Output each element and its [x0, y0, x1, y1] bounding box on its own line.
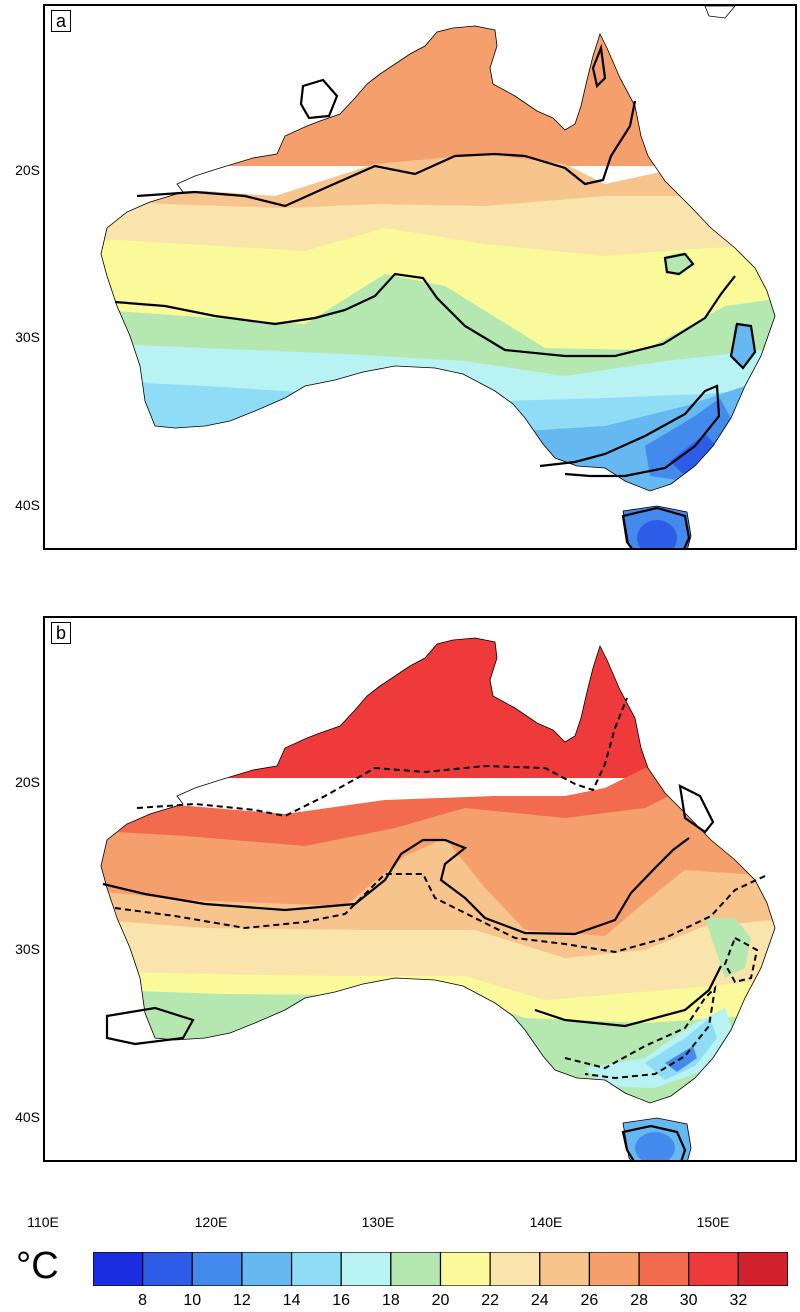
contour-lines-a: [114, 43, 757, 548]
lon-tick-label: 150E: [696, 1214, 730, 1230]
colorbar-tick-label: 32: [729, 1292, 748, 1309]
contour-lines-b: [102, 784, 722, 1160]
colorbar-swatch: [489, 1252, 541, 1286]
colorbar-swatch: [737, 1252, 788, 1286]
colorbar-swatch: [439, 1252, 491, 1286]
colorbar-swatch: [142, 1252, 193, 1286]
colorbar-tick-label: 18: [381, 1292, 400, 1309]
colorbar: [93, 1252, 788, 1286]
temperature-map-b: [100, 637, 776, 1160]
colorbar-swatch: [539, 1252, 591, 1286]
lat-tick-label: 40S: [15, 1109, 40, 1125]
colorbar-tick-label: 16: [332, 1292, 351, 1309]
colorbar-tick-label: 8: [138, 1292, 148, 1309]
map-panel-b: b: [43, 616, 797, 1162]
colorbar-tick-label: 20: [431, 1292, 450, 1309]
colorbar-tick-label: 12: [232, 1292, 251, 1309]
lat-tick-label: 20S: [15, 774, 40, 790]
colorbar-swatch: [290, 1252, 342, 1286]
colorbar-tick-label: 10: [183, 1292, 202, 1309]
temperature-field-b: [101, 638, 775, 1160]
panel-label-a: a: [51, 10, 71, 32]
colorbar-tick-label: 28: [630, 1292, 648, 1309]
temperature-map-a: [100, 6, 776, 548]
colorbar-tick-label: 24: [530, 1292, 549, 1309]
colorbar-swatch: [588, 1252, 640, 1286]
dashed-contours-b: [114, 697, 766, 1080]
colorbar-swatch: [638, 1252, 690, 1286]
panel-label-b: b: [51, 622, 71, 644]
lat-tick-label: 40S: [15, 497, 40, 513]
colorbar-swatch: [688, 1252, 739, 1286]
colorbar-tick-label: 30: [679, 1292, 698, 1309]
colorbar-swatch: [191, 1252, 243, 1286]
colorbar-tick-label: 26: [580, 1292, 599, 1309]
colorbar-swatch: [93, 1252, 144, 1286]
unit-label: °C: [16, 1245, 59, 1287]
lon-tick-label: 130E: [361, 1214, 395, 1230]
lat-tick-label: 20S: [15, 162, 40, 178]
lon-tick-label: 120E: [194, 1214, 228, 1230]
colorbar-tick-label: 14: [282, 1292, 301, 1309]
colorbar-swatch: [340, 1252, 392, 1286]
colorbar-swatch: [390, 1252, 442, 1286]
lat-tick-label: 30S: [15, 329, 40, 345]
colorbar-swatch: [241, 1252, 293, 1286]
colorbar-tick-label: 22: [481, 1292, 499, 1309]
lat-tick-label: 30S: [15, 941, 40, 957]
lon-tick-label: 140E: [529, 1214, 563, 1230]
lon-tick-label: 110E: [27, 1214, 59, 1230]
map-panel-a: a: [43, 4, 797, 550]
